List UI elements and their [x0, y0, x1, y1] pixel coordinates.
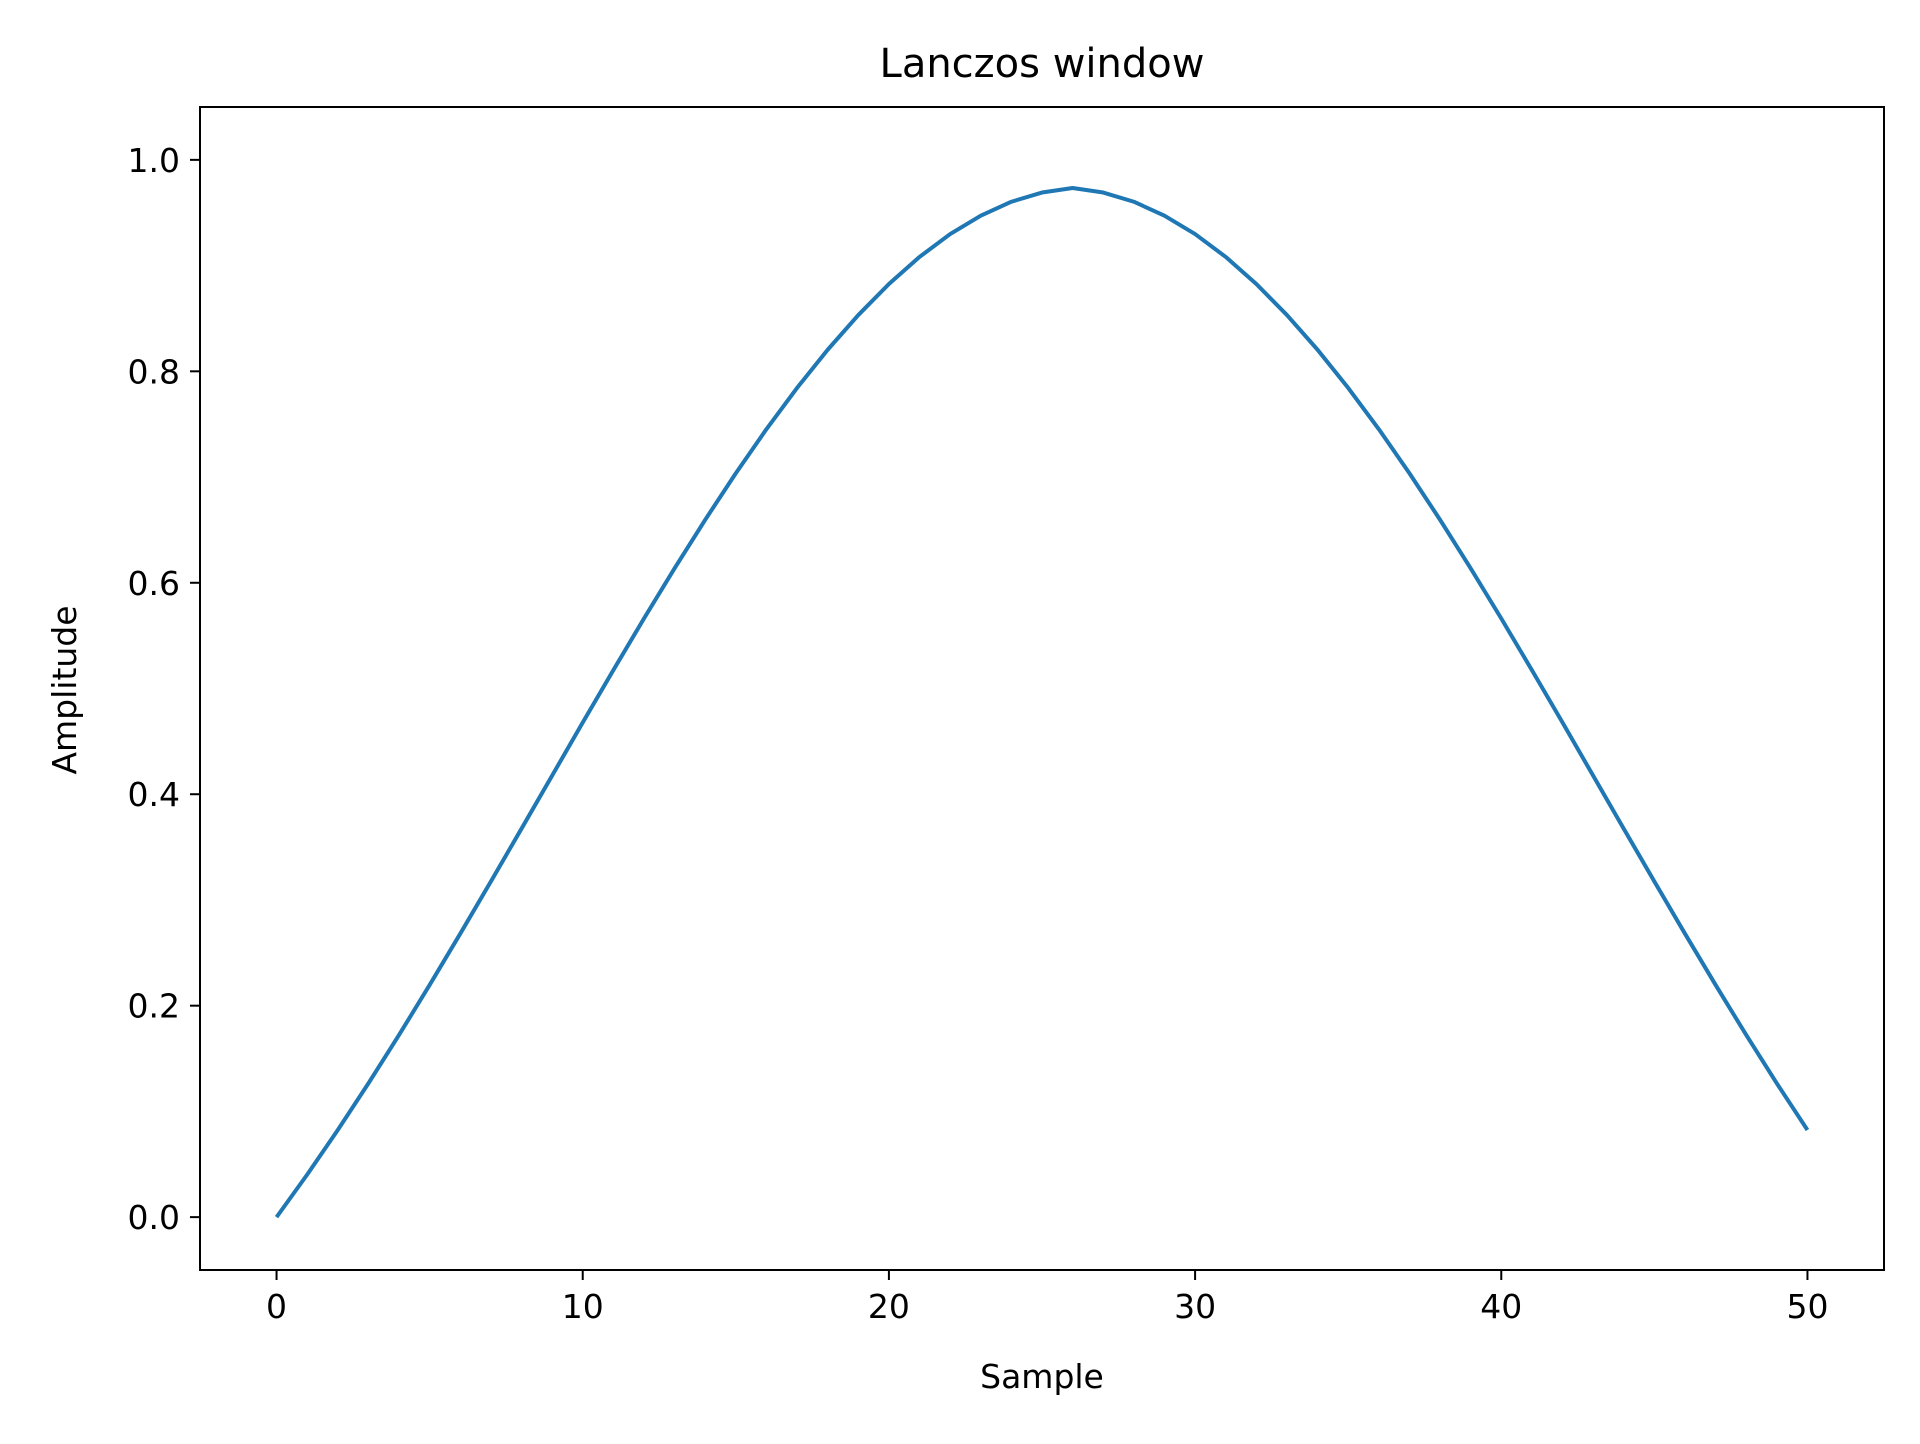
x-tick-label: 20: [868, 1287, 910, 1326]
y-tick-label: 0.2: [128, 987, 180, 1026]
x-tick-label: 0: [266, 1287, 287, 1326]
series-line: [274, 185, 1810, 1219]
x-tick-label: 50: [1786, 1287, 1828, 1326]
plot-area: [200, 107, 1884, 1270]
x-axis-ticks: 0 10 20 30 40 50: [266, 1270, 1828, 1326]
plot-frame: [199, 106, 1885, 1271]
y-tick-label: 0.8: [128, 352, 180, 391]
y-tick-label: 0.4: [128, 775, 180, 814]
y-axis-label: Amplitude: [45, 605, 84, 774]
chart-title: Lanczos window: [880, 41, 1205, 87]
y-axis-ticks: 0.0 0.2 0.4 0.6 0.8 1.0: [128, 141, 200, 1237]
y-tick-label: 1.0: [128, 141, 180, 180]
x-tick-label: 10: [562, 1287, 604, 1326]
y-tick-label: 0.6: [128, 564, 180, 603]
x-axis-label: Sample: [980, 1357, 1104, 1396]
series-layer: [274, 185, 1810, 1219]
x-tick-label: 40: [1480, 1287, 1522, 1326]
y-tick-label: 0.0: [128, 1198, 180, 1237]
x-tick-label: 30: [1174, 1287, 1216, 1326]
